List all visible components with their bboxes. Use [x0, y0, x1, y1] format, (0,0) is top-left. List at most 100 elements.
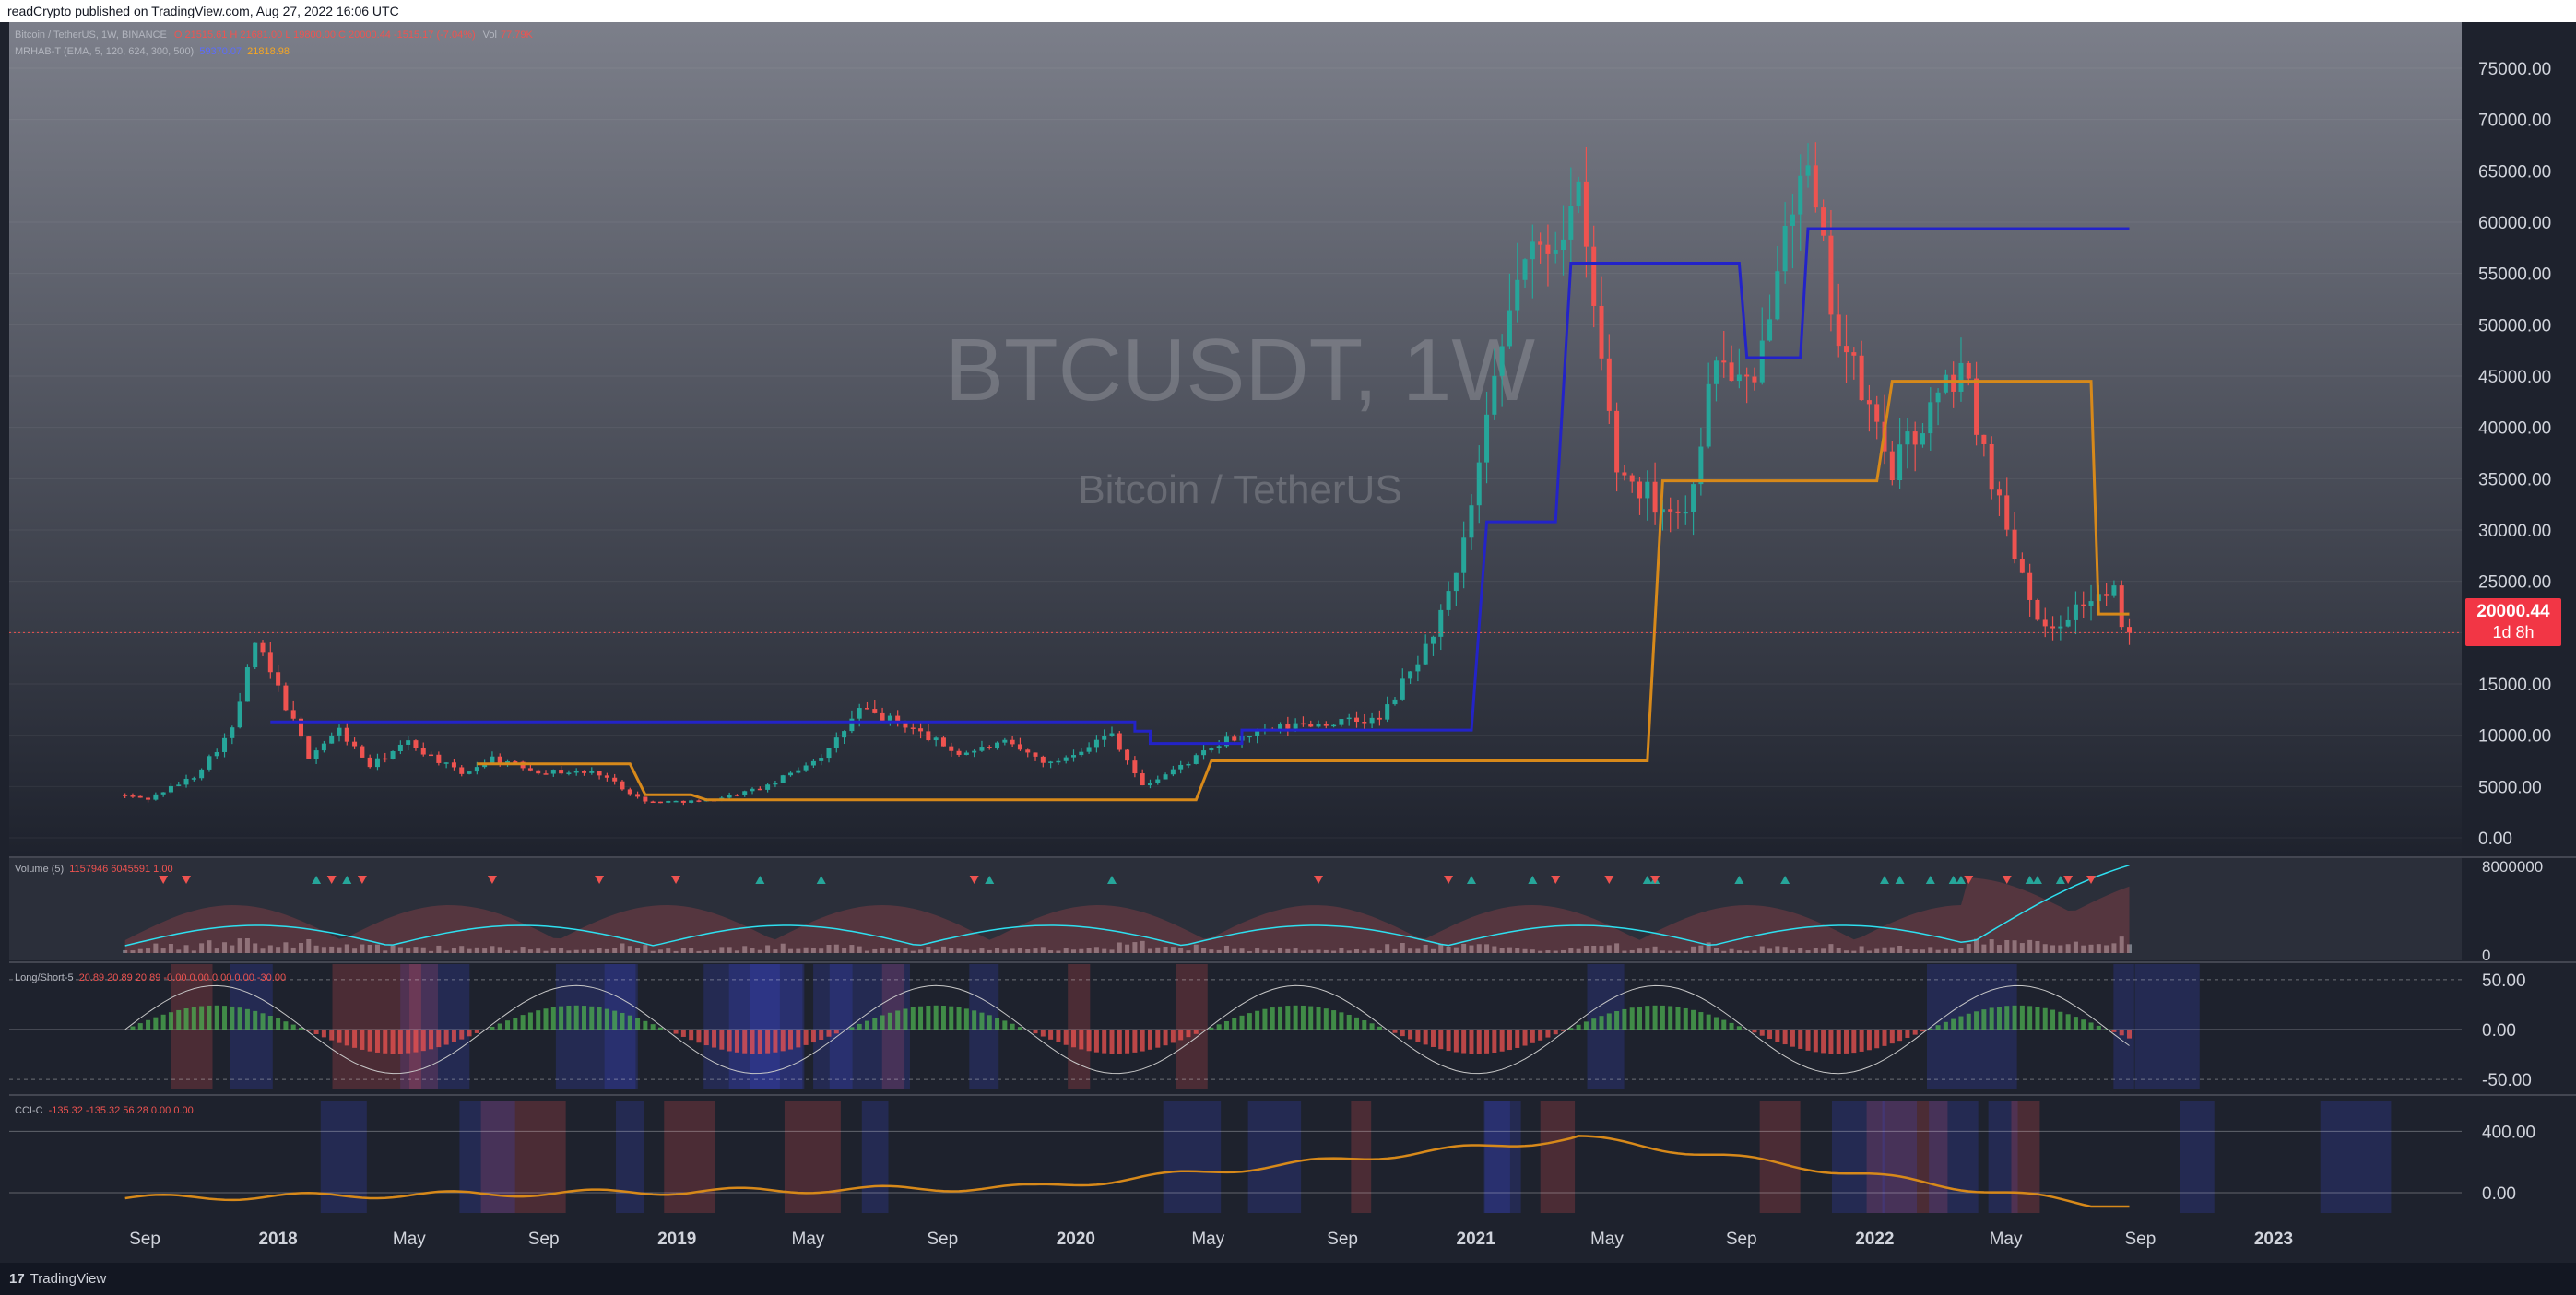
candle-body	[436, 754, 442, 763]
candle-body	[810, 760, 816, 766]
volume-bar	[1461, 943, 1467, 953]
signal-up-icon	[2055, 876, 2065, 884]
volume-bar	[276, 947, 281, 953]
longshort-bar	[413, 1030, 419, 1053]
longshort-bar	[2104, 1029, 2109, 1030]
longshort-bar	[1721, 1019, 1727, 1030]
volume-bar	[1002, 949, 1008, 953]
volume-bar	[1492, 946, 1497, 953]
longshort-bar	[1698, 1012, 1704, 1030]
longshort-bar	[1905, 1030, 1910, 1038]
longshort-bar	[290, 1024, 296, 1030]
volume-bar	[1010, 948, 1015, 953]
volume-bar	[1056, 950, 1061, 953]
longshort-bar	[1002, 1020, 1008, 1030]
longshort-bar	[1408, 1030, 1413, 1040]
longshort-bar	[1377, 1026, 1382, 1030]
candle-body	[1958, 362, 1964, 392]
candle-body	[1874, 404, 1880, 422]
longshort-bar	[1958, 1016, 1964, 1030]
volume-bar	[1622, 950, 1627, 953]
volume-bar	[2004, 939, 2010, 953]
longshort-bar	[1759, 1030, 1765, 1036]
candle-body	[1729, 362, 1734, 382]
candle-body	[1736, 374, 1742, 382]
legend-symbol: Bitcoin / TetherUS, 1W, BINANCE	[15, 29, 167, 41]
volume-bar	[1223, 945, 1229, 953]
time-axis[interactable]	[0, 1217, 2576, 1263]
candle-body	[267, 652, 273, 673]
candle-body	[2081, 604, 2086, 606]
volume-bar	[1232, 948, 1237, 953]
candle-body	[1170, 769, 1176, 775]
signal-down-icon	[1444, 876, 1454, 884]
longshort-bar	[788, 1030, 794, 1050]
candle-body	[1836, 314, 1841, 347]
volume-bar	[260, 948, 266, 953]
longshort-bar	[1178, 1030, 1184, 1041]
candle-body	[773, 783, 778, 785]
longshort-bar	[283, 1021, 289, 1030]
volume-bar	[490, 946, 495, 953]
volume-bar	[2035, 941, 2040, 953]
volume-bar	[1629, 949, 1635, 953]
candle-body	[1591, 246, 1597, 306]
candle-body	[429, 754, 434, 757]
volume-bar	[1392, 948, 1398, 953]
candle-body	[1140, 773, 1145, 786]
longshort-bar	[137, 1023, 143, 1030]
candle-body	[344, 727, 349, 742]
candle-body	[253, 642, 258, 668]
volume-bar	[1599, 946, 1604, 953]
volume-bar	[2104, 945, 2109, 953]
volume-bar	[696, 950, 702, 953]
longshort-bar	[2065, 1014, 2071, 1030]
watermark: BTCUSDT, 1W Bitcoin / TetherUS	[945, 321, 1535, 512]
signal-up-icon	[1780, 876, 1790, 884]
longshort-bar	[1928, 1028, 1933, 1030]
signal-down-icon	[671, 876, 681, 884]
candle-body	[1400, 678, 1405, 700]
longshort-bar	[604, 1008, 609, 1030]
candle-body	[666, 800, 671, 803]
legend-ohlc: O 21515.61 H 21681.00 L 19800.00 C 20000…	[174, 29, 476, 41]
longshort-bar	[1614, 1011, 1620, 1030]
longshort-bar	[1966, 1013, 1971, 1030]
longshort-bar	[597, 1007, 602, 1030]
candle-body	[123, 795, 128, 796]
volume-bar	[627, 946, 632, 953]
volume-bar	[1698, 945, 1704, 953]
longshort-bar	[581, 1006, 586, 1030]
longshort-bar	[1017, 1027, 1022, 1030]
volume-bar	[703, 950, 709, 953]
volume-bar	[1063, 948, 1069, 953]
longshort-bar	[864, 1020, 869, 1030]
longshort-bar	[1599, 1016, 1604, 1030]
volume-bar	[1025, 949, 1031, 953]
longshort-bar	[2042, 1007, 2048, 1030]
candle-body	[2104, 594, 2109, 596]
candle-body	[1453, 572, 1459, 592]
last-price-tag[interactable]: 20000.44 1d 8h	[2465, 598, 2561, 646]
longshort-bar	[1071, 1030, 1077, 1048]
volume-bar	[612, 948, 618, 953]
longshort-bar	[742, 1030, 748, 1054]
candle-body	[1178, 764, 1184, 770]
longshort-bar	[1140, 1030, 1145, 1052]
longshort-bar	[1063, 1030, 1069, 1045]
longshort-bar	[703, 1030, 709, 1046]
longshort-bar	[1285, 1006, 1291, 1030]
volume-bar	[1430, 948, 1436, 953]
volume-bar	[443, 950, 449, 953]
longshort-bar	[497, 1023, 502, 1030]
longshort-bar	[2050, 1009, 2056, 1030]
price-axis-tick: 25000.00	[2478, 573, 2551, 593]
longshort-bar	[566, 1005, 572, 1030]
candle-body	[972, 750, 977, 753]
longshort-bar	[513, 1018, 518, 1030]
volume-bar	[979, 948, 985, 953]
price-axis-tick: 65000.00	[2478, 162, 2551, 182]
candle-body	[1599, 305, 1604, 359]
candle-body	[1201, 750, 1207, 756]
footer-brand[interactable]: 17 TradingView	[0, 1263, 2576, 1295]
